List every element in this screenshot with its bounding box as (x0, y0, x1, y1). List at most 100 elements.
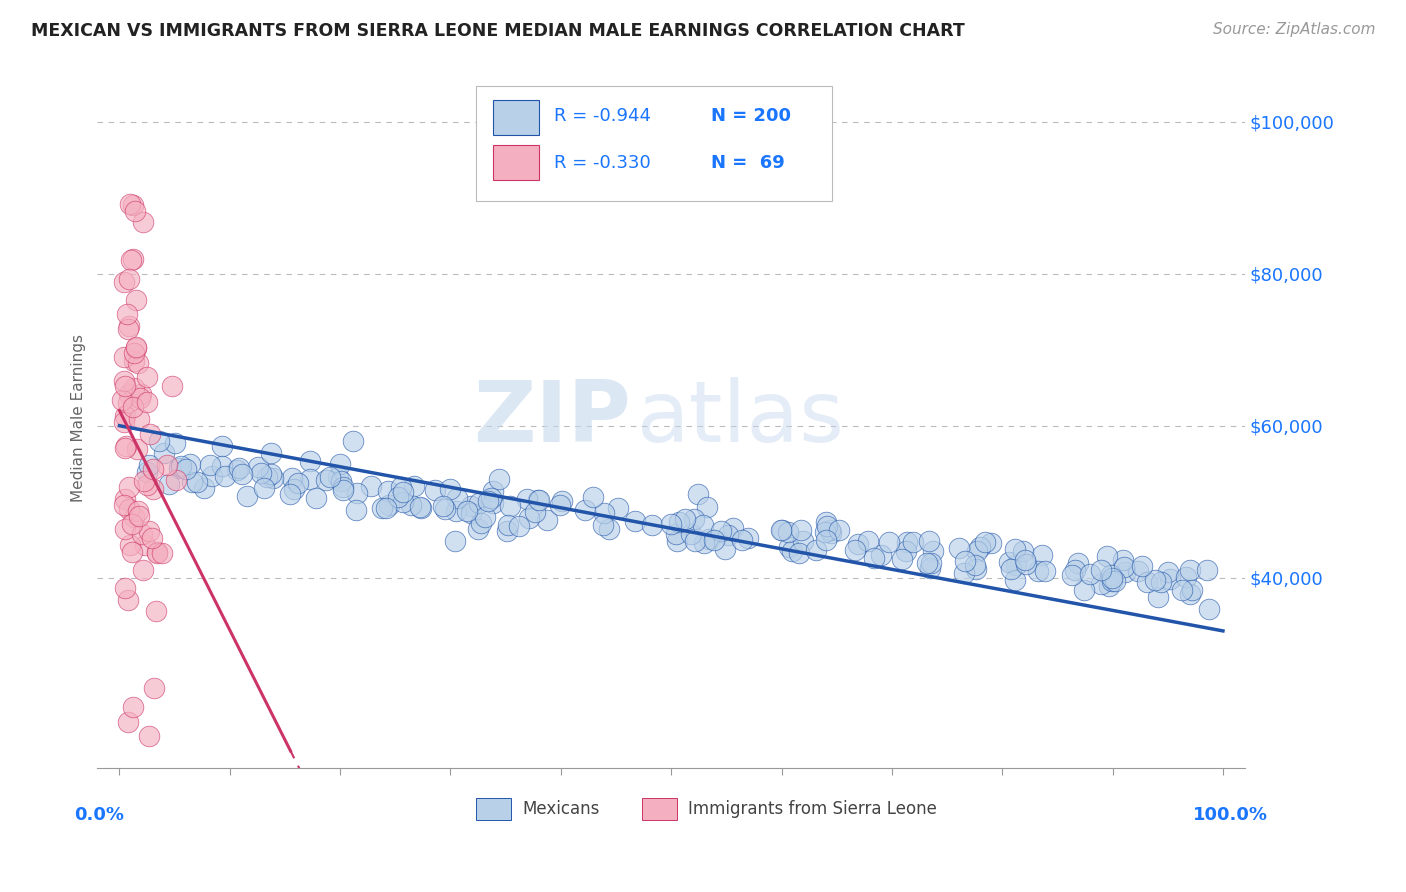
Point (226, 463, 249, 477)
Point (136, 478, 159, 492)
Point (124, 204, 146, 219)
Point (710, 524, 733, 538)
Point (1180, 587, 1202, 601)
Point (179, 457, 201, 471)
Point (536, 513, 558, 527)
Point (378, 498, 401, 512)
Point (121, 198, 143, 212)
Point (770, 523, 793, 537)
Point (139, 427, 162, 442)
Point (818, 523, 841, 537)
Point (731, 533, 754, 548)
Point (828, 523, 851, 537)
Point (814, 525, 837, 540)
Point (121, 699, 143, 714)
Text: Immigrants from Sierra Leone: Immigrants from Sierra Leone (689, 800, 938, 818)
Point (467, 522, 489, 536)
Point (1033, 564, 1056, 578)
Point (1098, 579, 1121, 593)
Point (1073, 582, 1095, 597)
Point (387, 490, 409, 504)
Text: 0.0%: 0.0% (75, 806, 124, 824)
Point (815, 515, 838, 529)
Point (693, 536, 716, 550)
Point (1014, 553, 1036, 567)
Point (953, 566, 976, 581)
FancyBboxPatch shape (477, 797, 510, 820)
Point (467, 496, 489, 510)
Point (146, 545, 169, 559)
Point (112, 374, 135, 388)
Point (256, 470, 278, 484)
Point (165, 435, 187, 450)
Point (211, 439, 233, 453)
Point (1095, 549, 1118, 564)
Point (117, 322, 139, 336)
Point (370, 501, 392, 516)
Point (122, 380, 145, 394)
Point (409, 500, 432, 515)
Point (127, 504, 149, 518)
Point (696, 500, 718, 514)
Point (1101, 574, 1123, 589)
Point (1112, 560, 1135, 574)
Point (606, 501, 628, 516)
Point (1000, 562, 1022, 576)
Point (118, 501, 141, 516)
Point (145, 604, 167, 618)
Point (434, 502, 457, 516)
Point (332, 480, 354, 494)
Point (174, 462, 197, 476)
Point (136, 395, 159, 409)
Point (664, 527, 686, 541)
Point (112, 275, 135, 289)
Point (915, 556, 938, 570)
Point (894, 544, 917, 558)
Point (901, 534, 924, 549)
Point (516, 492, 538, 507)
Point (157, 477, 180, 491)
Text: 100.0%: 100.0% (1192, 806, 1268, 824)
Point (844, 543, 866, 558)
Point (721, 521, 744, 535)
Point (769, 523, 792, 537)
Point (1130, 559, 1153, 574)
Point (998, 555, 1021, 569)
Point (330, 474, 353, 488)
Y-axis label: Median Male Earnings: Median Male Earnings (72, 334, 86, 502)
Point (117, 396, 139, 410)
Point (124, 293, 146, 307)
Point (127, 356, 149, 370)
Point (114, 491, 136, 506)
Point (200, 458, 222, 473)
Point (326, 470, 349, 484)
Point (953, 554, 976, 568)
Point (342, 434, 364, 448)
Point (1012, 544, 1035, 558)
Point (778, 524, 800, 539)
Point (180, 475, 202, 489)
Point (128, 391, 150, 405)
Point (479, 491, 502, 505)
FancyBboxPatch shape (494, 100, 540, 135)
Point (495, 524, 517, 538)
Point (526, 492, 548, 507)
Point (966, 544, 988, 558)
Point (122, 354, 145, 368)
Point (319, 470, 342, 484)
Point (965, 558, 987, 573)
Point (870, 548, 893, 562)
Point (804, 542, 827, 557)
Point (132, 563, 155, 577)
Point (685, 533, 707, 548)
FancyBboxPatch shape (494, 145, 540, 180)
Point (1078, 567, 1101, 582)
Point (114, 378, 136, 392)
Point (360, 479, 382, 493)
Point (344, 503, 367, 517)
Point (890, 552, 912, 566)
Point (1146, 591, 1168, 605)
Point (253, 481, 276, 495)
Point (858, 533, 880, 548)
Point (329, 457, 352, 471)
